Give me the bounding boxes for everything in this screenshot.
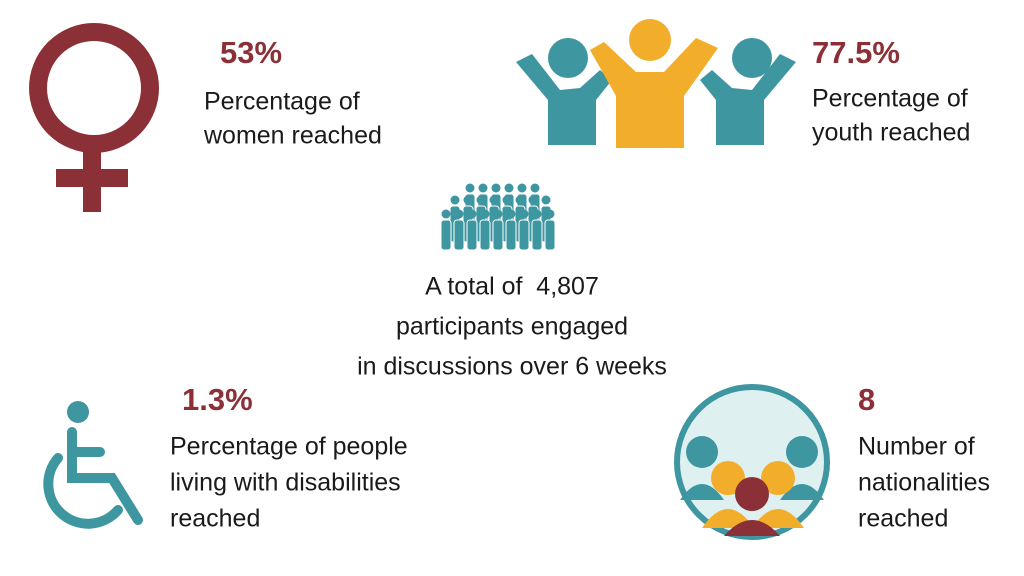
- crowd-body: [492, 219, 504, 251]
- crowd-body: [466, 219, 478, 251]
- crowd-head: [491, 183, 501, 193]
- crowd-head: [515, 195, 525, 205]
- crowd-body: [440, 219, 452, 251]
- stat-value: 77.5%: [812, 35, 900, 70]
- crowd-head: [519, 209, 529, 219]
- crowd-body: [544, 219, 556, 251]
- crowd-head: [441, 209, 451, 219]
- crowd-head: [465, 183, 475, 193]
- crowd-head: [517, 183, 527, 193]
- crowd-head: [463, 195, 473, 205]
- wheelchair-icon: [43, 401, 143, 529]
- crowd-head: [489, 195, 499, 205]
- crowd-head: [450, 195, 460, 205]
- crowd-head: [467, 209, 477, 219]
- stat-label: Percentage of: [204, 88, 360, 116]
- summary-line: in discussions over 6 weeks: [357, 353, 667, 381]
- crowd-head: [506, 209, 516, 219]
- crowd-icon: [440, 183, 556, 251]
- summary-line: participants engaged: [396, 313, 628, 341]
- stat-value: 1.3%: [182, 382, 253, 417]
- stat-label: living with disabilities: [170, 469, 401, 497]
- crowd-body: [518, 219, 530, 251]
- nationalities-icon: [674, 384, 830, 540]
- stat-label: youth reached: [812, 119, 970, 147]
- stat-label: reached: [858, 505, 948, 533]
- stat-label: women reached: [203, 122, 382, 150]
- youth-icon: [516, 19, 796, 148]
- crowd-head: [478, 183, 488, 193]
- crowd-head: [528, 195, 538, 205]
- summary-line: A total of 4,807: [425, 273, 599, 301]
- crowd-head: [502, 195, 512, 205]
- crowd-head: [545, 209, 555, 219]
- crowd-body: [453, 219, 465, 251]
- crowd-head: [532, 209, 542, 219]
- stat-label: reached: [170, 505, 260, 533]
- crowd-head: [504, 183, 514, 193]
- stat-label: Percentage of people: [170, 433, 408, 461]
- female-icon: [29, 23, 159, 212]
- crowd-head: [454, 209, 464, 219]
- crowd-head: [476, 195, 486, 205]
- stat-label: Percentage of: [812, 85, 968, 113]
- crowd-head: [541, 195, 551, 205]
- crowd-body: [505, 219, 517, 251]
- stat-label: nationalities: [858, 469, 990, 497]
- crowd-body: [479, 219, 491, 251]
- crowd-head: [480, 209, 490, 219]
- stat-value: 53%: [220, 35, 282, 70]
- stat-value: 8: [858, 382, 875, 417]
- stat-label: Number of: [858, 433, 975, 461]
- crowd-head: [493, 209, 503, 219]
- crowd-head: [530, 183, 540, 193]
- crowd-body: [531, 219, 543, 251]
